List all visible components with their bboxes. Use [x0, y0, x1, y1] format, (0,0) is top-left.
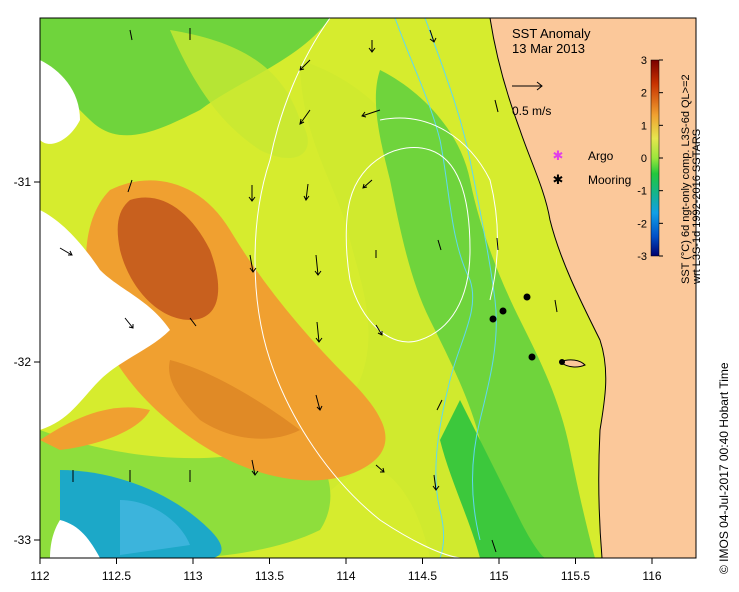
australia-land	[489, 18, 696, 558]
sst-field	[40, 18, 696, 558]
colorbar: 3 2 1 0 -1 -2 -3 SST (°C) 6d ngt-only comp. L3…	[637, 55, 703, 285]
argo-symbol-icon: ✱	[553, 149, 564, 164]
x-tick-label: 112.5	[102, 569, 131, 583]
legend: ✱ Argo ✱ Mooring	[553, 149, 632, 188]
x-tick-label: 112	[30, 569, 49, 583]
missing-data-region	[40, 210, 170, 430]
y-axis-ticks: -31 -32 -33	[14, 175, 40, 547]
x-tick-label: 113	[183, 569, 202, 583]
legend-mooring-label: Mooring	[588, 173, 631, 187]
colorbar-tick-label: -3	[637, 251, 647, 263]
mooring-marker	[489, 315, 497, 323]
colorbar-title-line1: SST (°C) 6d ngt-only comp. L3S-6d QL>=2	[680, 74, 692, 284]
velocity-vectors	[59, 28, 558, 553]
plot-frame	[39, 17, 697, 559]
colorbar-tick-label: 3	[641, 55, 647, 67]
green-band-north	[40, 18, 330, 136]
colorbar-tick-label: -1	[637, 186, 647, 198]
mooring-marker	[523, 293, 531, 301]
green-band-shelf	[375, 70, 595, 558]
x-tick-label: 115.5	[561, 569, 590, 583]
mooring-marker	[528, 353, 536, 361]
x-tick-label: 114	[336, 569, 355, 583]
map-date: 13 Mar 2013	[512, 41, 585, 56]
colorbar-title-line2: wrt L3S-1d 1992-2016 SSTARS	[691, 129, 703, 285]
mooring-marker	[499, 307, 507, 315]
isobath-line	[394, 18, 474, 558]
rottnest-island	[558, 359, 586, 368]
colorbar-tick-label: 2	[641, 88, 647, 100]
x-tick-label: 113.5	[255, 569, 284, 583]
y-tick-label: -31	[14, 175, 32, 189]
credit-text: © IMOS 04-Jul-2017 00:40 Hobart Time	[717, 362, 731, 574]
colorbar-tick-label: 0	[641, 153, 647, 165]
colorbar-ticks: 3 2 1 0 -1 -2 -3	[637, 55, 663, 263]
sea-level-contour	[254, 18, 461, 558]
y-tick-label: -32	[14, 355, 32, 369]
map-title: SST Anomaly	[512, 26, 591, 41]
velocity-scale-label: 0.5 m/s	[512, 104, 551, 118]
colorbar-tick-label: -2	[637, 218, 647, 230]
x-tick-label: 116	[642, 569, 661, 583]
y-tick-label: -33	[14, 533, 32, 547]
colorbar-tick-label: 1	[641, 120, 647, 132]
x-axis-ticks: 112 112.5 113 113.5 114 114.5 115 115.5 116	[30, 558, 662, 583]
mooring-marker	[559, 359, 565, 365]
legend-argo-label: Argo	[588, 149, 614, 163]
velocity-scale: 0.5 m/s	[512, 81, 551, 118]
x-tick-label: 115	[489, 569, 508, 583]
velocity-scale-arrow	[512, 81, 543, 91]
x-tick-label: 114.5	[408, 569, 437, 583]
mooring-symbol-icon: ✱	[553, 173, 564, 188]
mooring-markers	[489, 293, 565, 365]
colorbar-gradient	[650, 59, 660, 257]
